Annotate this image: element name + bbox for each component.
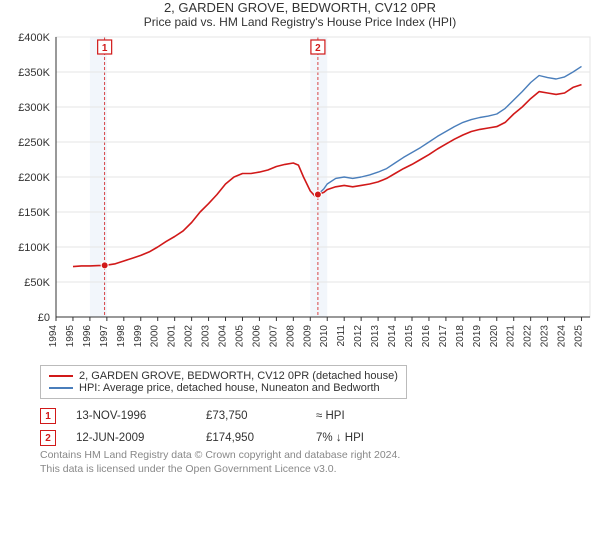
svg-text:1999: 1999 <box>133 325 144 348</box>
svg-text:£50K: £50K <box>24 277 50 289</box>
svg-text:2017: 2017 <box>438 325 449 348</box>
svg-text:2023: 2023 <box>540 325 551 348</box>
svg-text:2006: 2006 <box>251 325 262 348</box>
sale-price: £73,750 <box>206 410 296 422</box>
sale-row: 2 12-JUN-2009 £174,950 7% ↓ HPI <box>40 427 600 449</box>
sale-delta: 7% ↓ HPI <box>316 432 364 444</box>
svg-text:1998: 1998 <box>116 325 127 348</box>
svg-text:£300K: £300K <box>18 102 50 114</box>
sale-marker: 2 <box>40 430 56 446</box>
legend-swatch <box>49 375 73 377</box>
attribution-line-2: This data is licensed under the Open Gov… <box>40 463 580 477</box>
svg-text:1996: 1996 <box>82 325 93 348</box>
svg-text:1994: 1994 <box>48 325 59 348</box>
sale-date: 13-NOV-1996 <box>76 410 186 422</box>
legend-label: 2, GARDEN GROVE, BEDWORTH, CV12 0PR (det… <box>79 370 398 382</box>
svg-text:2020: 2020 <box>489 325 500 348</box>
svg-text:2022: 2022 <box>523 325 534 348</box>
svg-text:1997: 1997 <box>99 325 110 348</box>
svg-text:2024: 2024 <box>557 325 568 348</box>
sale-marker: 1 <box>40 408 56 424</box>
price-chart: £0 £50K £100K £150K £200K £250K £300K £350K £400… <box>0 29 600 359</box>
svg-text:£150K: £150K <box>18 207 50 219</box>
svg-text:2015: 2015 <box>404 325 415 348</box>
page-subtitle: Price paid vs. HM Land Registry's House … <box>0 15 600 29</box>
svg-text:1995: 1995 <box>65 325 76 348</box>
svg-text:2001: 2001 <box>167 325 178 348</box>
svg-text:2003: 2003 <box>201 325 212 348</box>
svg-text:£350K: £350K <box>18 67 50 79</box>
svg-text:2: 2 <box>315 43 321 54</box>
svg-text:2010: 2010 <box>319 325 330 348</box>
svg-text:2014: 2014 <box>387 325 398 348</box>
svg-text:2012: 2012 <box>353 325 364 348</box>
svg-text:2011: 2011 <box>336 325 347 347</box>
svg-text:2008: 2008 <box>285 325 296 348</box>
sale-date: 12-JUN-2009 <box>76 432 186 444</box>
svg-text:£0: £0 <box>38 312 50 324</box>
svg-text:2007: 2007 <box>268 325 279 348</box>
svg-text:2025: 2025 <box>574 325 585 348</box>
svg-text:2016: 2016 <box>421 325 432 348</box>
svg-text:2000: 2000 <box>150 325 161 348</box>
page-title: 2, GARDEN GROVE, BEDWORTH, CV12 0PR <box>0 0 600 15</box>
svg-text:2018: 2018 <box>455 325 466 348</box>
sale-row: 1 13-NOV-1996 £73,750 ≈ HPI <box>40 405 600 427</box>
sale-price: £174,950 <box>206 432 296 444</box>
svg-text:2002: 2002 <box>184 325 195 348</box>
svg-text:2019: 2019 <box>472 325 483 348</box>
svg-text:£100K: £100K <box>18 242 50 254</box>
legend-swatch <box>49 387 73 389</box>
svg-text:1: 1 <box>102 43 108 54</box>
svg-text:2004: 2004 <box>218 325 229 348</box>
attribution-line-1: Contains HM Land Registry data © Crown c… <box>40 449 580 463</box>
svg-text:2005: 2005 <box>234 325 245 348</box>
svg-text:£400K: £400K <box>18 32 50 44</box>
legend-item: 2, GARDEN GROVE, BEDWORTH, CV12 0PR (det… <box>49 370 398 382</box>
legend-item: HPI: Average price, detached house, Nune… <box>49 382 398 394</box>
legend: 2, GARDEN GROVE, BEDWORTH, CV12 0PR (det… <box>40 365 407 399</box>
svg-text:2013: 2013 <box>370 325 381 348</box>
svg-text:£200K: £200K <box>18 172 50 184</box>
attribution: Contains HM Land Registry data © Crown c… <box>0 449 600 482</box>
sale-delta: ≈ HPI <box>316 410 345 422</box>
svg-text:2009: 2009 <box>302 325 313 348</box>
svg-text:£250K: £250K <box>18 137 50 149</box>
svg-text:2021: 2021 <box>506 325 517 348</box>
sales-table: 1 13-NOV-1996 £73,750 ≈ HPI 2 12-JUN-2009 £174… <box>40 405 600 449</box>
legend-label: HPI: Average price, detached house, Nune… <box>79 382 380 394</box>
